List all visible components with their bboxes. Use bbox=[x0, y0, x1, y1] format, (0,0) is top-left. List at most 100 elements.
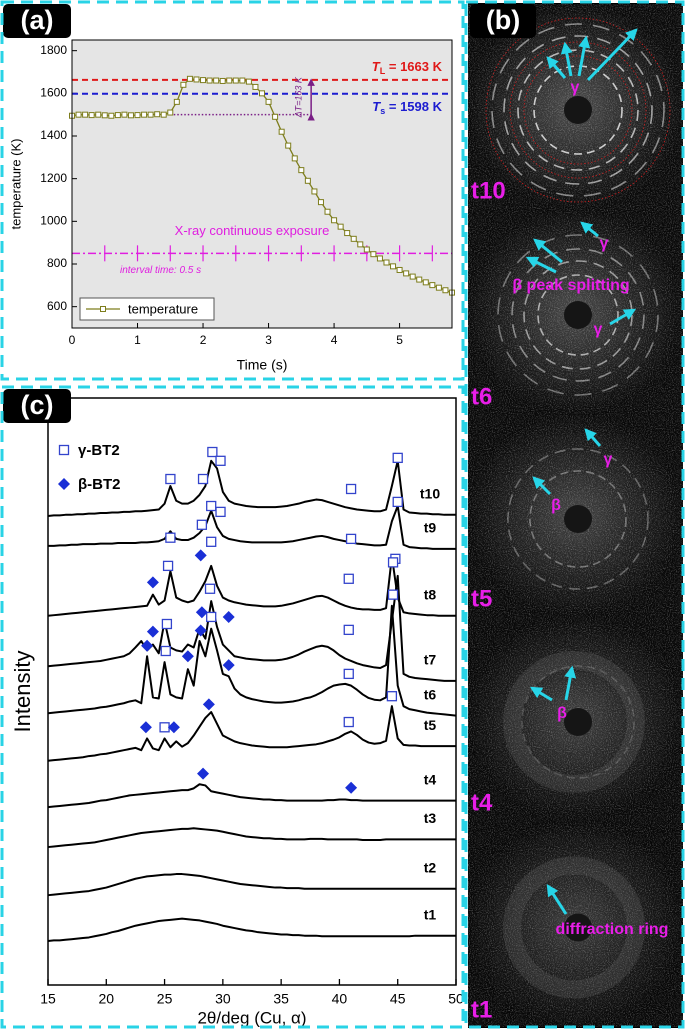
data-point bbox=[435, 284, 442, 291]
data-point bbox=[442, 287, 449, 294]
phase-marker bbox=[139, 721, 152, 734]
phase-marker bbox=[392, 452, 403, 464]
data-point bbox=[409, 273, 416, 280]
data-point bbox=[259, 90, 265, 97]
y-axis-title: temperature (K) bbox=[8, 138, 23, 229]
x-tick-label: 20 bbox=[98, 991, 114, 1007]
y-tick-label: 600 bbox=[47, 299, 67, 313]
phase-marker bbox=[146, 625, 159, 638]
arrow bbox=[529, 686, 553, 702]
x-tick-label: 50 bbox=[448, 991, 464, 1007]
x-tick-label: 15 bbox=[40, 991, 56, 1007]
data-point bbox=[141, 111, 148, 118]
phase-marker bbox=[343, 668, 354, 680]
y-tick-label: 1400 bbox=[40, 128, 67, 142]
panel-label: (a) bbox=[21, 5, 54, 35]
data-point bbox=[154, 111, 161, 118]
data-point bbox=[226, 77, 233, 84]
annotation: β peak splitting bbox=[512, 277, 629, 294]
data-point bbox=[75, 111, 82, 118]
x-tick-label: 4 bbox=[331, 333, 338, 347]
data-point bbox=[422, 279, 429, 286]
data-point bbox=[82, 111, 89, 118]
phase-marker bbox=[207, 446, 218, 458]
phase-marker bbox=[194, 549, 207, 562]
diffraction-image: β t4 bbox=[468, 616, 683, 820]
data-point bbox=[304, 177, 311, 184]
xrd-pattern bbox=[47, 783, 456, 809]
arrow bbox=[564, 665, 577, 701]
data-point bbox=[416, 276, 423, 283]
arrow bbox=[577, 35, 591, 77]
data-point bbox=[88, 112, 95, 119]
data-point bbox=[127, 112, 134, 119]
data-point bbox=[265, 98, 272, 105]
data-point bbox=[298, 167, 305, 174]
x-axis-title: 2θ/deg (Cu, α) bbox=[197, 1008, 306, 1027]
panel-label: (c) bbox=[21, 390, 54, 420]
phase-marker bbox=[159, 722, 170, 733]
data-point bbox=[344, 230, 351, 237]
diffraction-image: diffraction ring t1 bbox=[468, 820, 683, 1027]
time-label: t5 bbox=[471, 585, 492, 612]
phase-marker bbox=[387, 557, 399, 568]
arrow bbox=[532, 476, 552, 496]
data-point bbox=[383, 259, 390, 266]
phase-marker bbox=[206, 500, 217, 512]
phase-marker bbox=[386, 691, 398, 702]
arrow bbox=[546, 883, 568, 915]
beam-stop bbox=[564, 505, 592, 533]
data-point bbox=[390, 263, 397, 270]
phase-marker bbox=[345, 533, 357, 545]
beam-stop bbox=[564, 96, 592, 124]
x-tick-label: 0 bbox=[69, 333, 76, 347]
pattern-label: t5 bbox=[424, 717, 437, 733]
pattern-label: t1 bbox=[424, 906, 437, 922]
data-point bbox=[370, 251, 377, 258]
phase-marker bbox=[345, 781, 358, 794]
data-point bbox=[278, 128, 285, 135]
legend-label: temperature bbox=[128, 301, 198, 316]
phase-marker bbox=[387, 589, 399, 600]
data-point bbox=[167, 109, 174, 116]
y-tick-label: 1600 bbox=[40, 86, 67, 100]
diffraction-ring bbox=[497, 234, 659, 396]
diffraction-ring bbox=[529, 470, 627, 568]
diffraction-ring bbox=[491, 23, 665, 197]
phase-marker bbox=[160, 645, 171, 657]
x-tick-label: 2 bbox=[200, 333, 207, 347]
data-point bbox=[134, 112, 141, 119]
data-point bbox=[324, 208, 331, 215]
time-label: t1 bbox=[471, 996, 492, 1023]
data-point bbox=[108, 112, 115, 119]
legend-marker bbox=[58, 444, 70, 456]
phase-marker bbox=[222, 659, 235, 672]
annotation: γ bbox=[571, 79, 580, 96]
reference-symbol: T bbox=[372, 99, 381, 114]
phase-marker bbox=[165, 532, 176, 543]
guide-ring bbox=[509, 41, 647, 179]
data-point bbox=[160, 111, 167, 118]
phase-marker bbox=[204, 583, 216, 594]
phase-marker bbox=[343, 624, 354, 636]
diffraction-ring bbox=[511, 248, 645, 382]
plot-frame bbox=[71, 39, 453, 329]
x-axis-title: Time (s) bbox=[237, 357, 288, 373]
data-point bbox=[173, 98, 180, 105]
phase-marker bbox=[161, 618, 173, 630]
y-axis-title: Intensity bbox=[10, 651, 35, 733]
halo bbox=[503, 856, 645, 999]
panel-label-box bbox=[3, 4, 71, 38]
pattern-label: t7 bbox=[424, 652, 437, 668]
data-point bbox=[272, 113, 279, 120]
exposure-note: interval time: 0.5 s bbox=[120, 265, 201, 276]
arrow bbox=[560, 41, 573, 77]
phase-marker bbox=[206, 536, 217, 547]
data-point bbox=[357, 241, 364, 248]
data-point bbox=[101, 112, 108, 119]
diffraction-ring bbox=[517, 49, 639, 171]
pattern-label: t10 bbox=[420, 486, 440, 502]
delta-label: ΔT=163 K bbox=[294, 76, 304, 118]
pattern-label: t4 bbox=[424, 771, 437, 787]
